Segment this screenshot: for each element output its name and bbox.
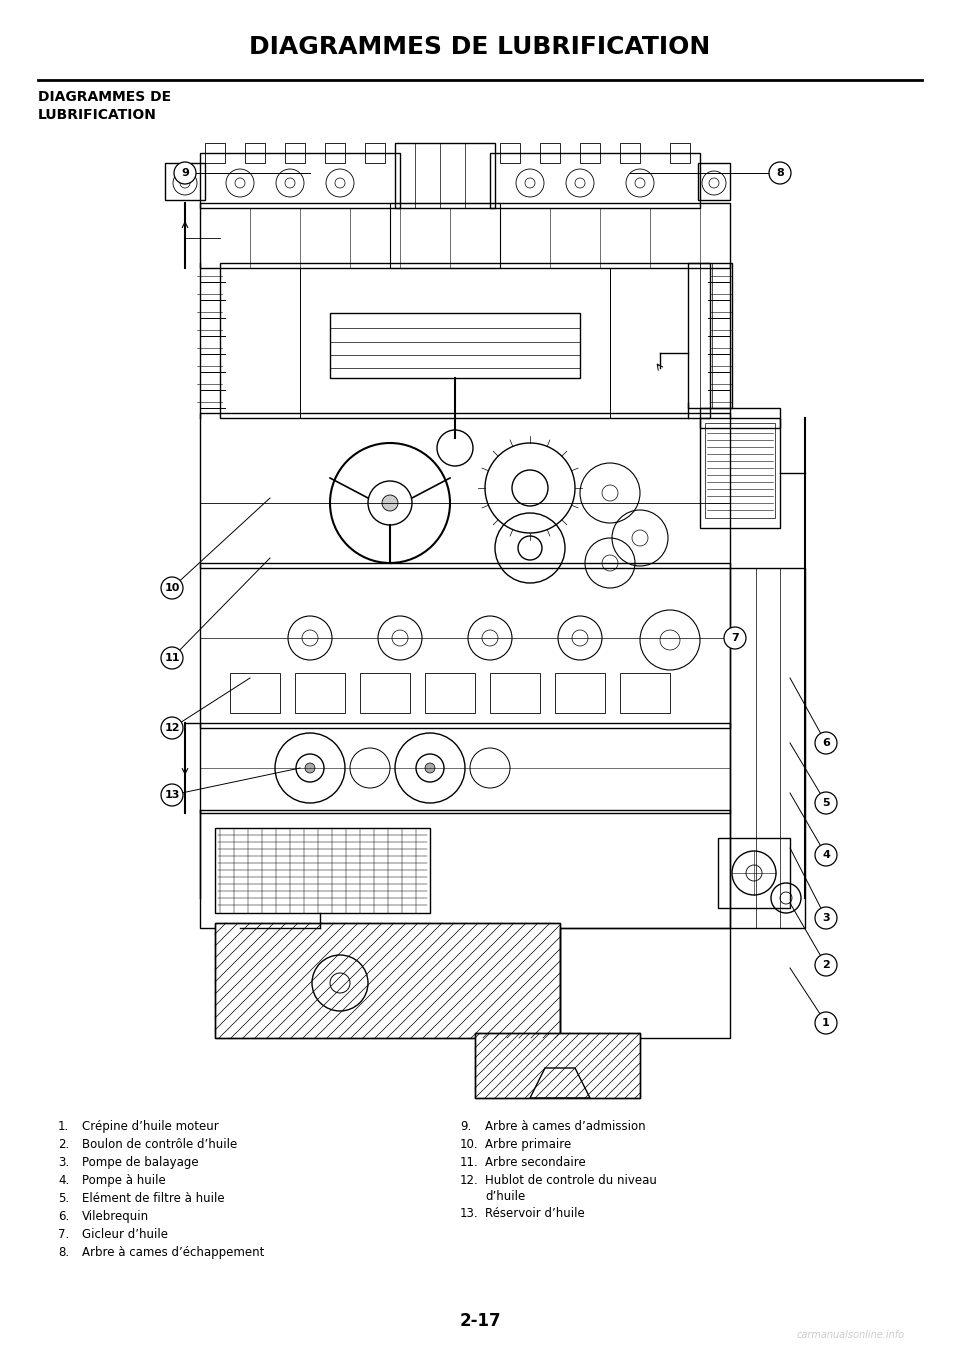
Text: 13: 13 <box>164 790 180 800</box>
Text: 4.: 4. <box>58 1175 69 1187</box>
Text: 1.: 1. <box>58 1120 69 1133</box>
Polygon shape <box>475 1033 640 1099</box>
Text: 9.: 9. <box>460 1120 471 1133</box>
Text: carmanualsonline.info: carmanualsonline.info <box>797 1329 905 1340</box>
Circle shape <box>815 907 837 929</box>
Text: Réservoir d’huile: Réservoir d’huile <box>485 1207 585 1221</box>
Text: Arbre à cames d’échappement: Arbre à cames d’échappement <box>82 1247 264 1259</box>
Circle shape <box>815 792 837 813</box>
Circle shape <box>382 496 398 511</box>
Text: 12: 12 <box>164 722 180 733</box>
Text: 11.: 11. <box>460 1156 479 1169</box>
Circle shape <box>815 1012 837 1033</box>
Circle shape <box>305 763 315 773</box>
Circle shape <box>724 627 746 649</box>
Circle shape <box>161 784 183 807</box>
Text: 3.: 3. <box>58 1156 69 1169</box>
Circle shape <box>815 732 837 754</box>
Text: 8.: 8. <box>58 1247 69 1259</box>
Circle shape <box>174 162 196 183</box>
Circle shape <box>161 717 183 739</box>
Text: 9: 9 <box>181 168 189 178</box>
Text: 10.: 10. <box>460 1138 479 1152</box>
Text: DIAGRAMMES DE: DIAGRAMMES DE <box>38 90 171 105</box>
Polygon shape <box>215 923 560 1038</box>
Circle shape <box>769 162 791 183</box>
Circle shape <box>161 646 183 669</box>
Text: 2.: 2. <box>58 1138 69 1152</box>
Text: Pompe à huile: Pompe à huile <box>82 1175 166 1187</box>
Text: 5: 5 <box>822 799 829 808</box>
Text: 8: 8 <box>776 168 784 178</box>
Text: Pompe de balayage: Pompe de balayage <box>82 1156 199 1169</box>
Text: 2-17: 2-17 <box>459 1312 501 1329</box>
Circle shape <box>161 577 183 599</box>
Text: 2: 2 <box>822 960 829 970</box>
Text: 4: 4 <box>822 850 830 860</box>
Text: LUBRIFICATION: LUBRIFICATION <box>38 109 156 122</box>
Text: 7: 7 <box>732 633 739 642</box>
Text: Arbre primaire: Arbre primaire <box>485 1138 571 1152</box>
Text: 3: 3 <box>822 913 829 923</box>
Text: Hublot de controle du niveau: Hublot de controle du niveau <box>485 1175 657 1187</box>
Text: 11: 11 <box>164 653 180 663</box>
Text: Crépine d’huile moteur: Crépine d’huile moteur <box>82 1120 219 1133</box>
Text: d’huile: d’huile <box>485 1190 525 1203</box>
Circle shape <box>815 845 837 866</box>
Text: Arbre secondaire: Arbre secondaire <box>485 1156 586 1169</box>
Text: 6.: 6. <box>58 1210 69 1224</box>
Text: 13.: 13. <box>460 1207 479 1221</box>
Text: Vilebrequin: Vilebrequin <box>82 1210 149 1224</box>
Circle shape <box>425 763 435 773</box>
Text: 1: 1 <box>822 1018 829 1028</box>
Text: 10: 10 <box>164 583 180 593</box>
Text: Gicleur d’huile: Gicleur d’huile <box>82 1228 168 1241</box>
Text: DIAGRAMMES DE LUBRIFICATION: DIAGRAMMES DE LUBRIFICATION <box>250 35 710 58</box>
Text: Arbre à cames d’admission: Arbre à cames d’admission <box>485 1120 646 1133</box>
Text: 7.: 7. <box>58 1228 69 1241</box>
Text: Boulon de contrôle d’huile: Boulon de contrôle d’huile <box>82 1138 237 1152</box>
Text: 6: 6 <box>822 737 830 748</box>
Text: 12.: 12. <box>460 1175 479 1187</box>
Circle shape <box>815 955 837 976</box>
Text: Elément de filtre à huile: Elément de filtre à huile <box>82 1192 225 1205</box>
Text: 5.: 5. <box>58 1192 69 1205</box>
